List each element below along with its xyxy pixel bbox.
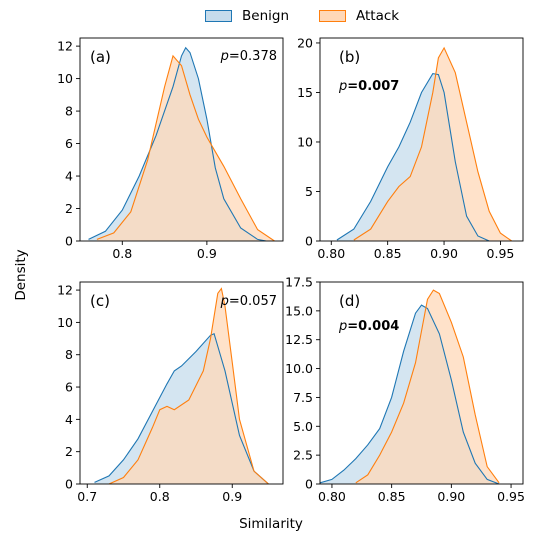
density-line-attack [355,289,500,484]
panel-2: 0.7 0.8 0.9 0 2 4 6 8 10 12 (c) p=0.057 [57,281,284,504]
y-tick-label: 2 [65,201,73,216]
y-tick-label: 0 [305,477,313,492]
y-tick-label: 5 [305,184,313,199]
legend-swatch-attack [319,10,346,22]
y-tick-label: 4 [65,412,73,427]
y-tick-label: 0 [65,477,73,492]
x-tick-label: 0.80 [318,489,346,504]
panel-label: (d) [339,292,360,310]
x-tick-label: 0.90 [437,489,465,504]
density-line-attack [96,54,275,241]
density-line-attack [353,46,513,241]
panel-label: (b) [339,48,360,66]
x-tick-label: 0.95 [497,489,525,504]
y-tick-label: 4 [65,169,73,184]
density-line-benign [94,332,269,484]
y-tick-label: 7.5 [293,390,313,405]
y-tick-label: 10.0 [285,361,313,376]
x-axis-label: Similarity [239,516,303,532]
y-tick-label: 5.0 [293,419,313,434]
axes-frame [79,281,284,485]
density-line-benign [320,304,500,484]
legend-label-attack: Attack [356,8,400,24]
legend-item-benign: Benign [205,6,289,26]
y-tick-label: 10 [297,134,313,149]
x-tick-label: 0.85 [374,246,402,261]
y-tick-label: 10 [57,71,73,86]
y-tick-label: 17.5 [285,275,313,290]
density-area-attack [355,290,500,484]
p-value: p=0.378 [220,49,277,64]
y-tick-label: 0 [305,234,313,249]
density-area-attack [96,55,275,241]
density-line-benign [336,72,490,241]
y-tick-label: 8 [65,104,73,119]
p-value: p=0.004 [338,319,399,334]
y-tick-label: 10 [57,315,73,330]
x-tick-label: 0.9 [222,489,242,504]
p-value: p=0.057 [220,294,277,309]
legend: Benign Attack [0,6,542,28]
legend-swatch-benign [205,10,232,22]
x-tick-label: 0.7 [77,489,97,504]
y-tick-label: 8 [65,347,73,362]
panel-1: 0.80 0.85 0.90 0.95 0 5 10 15 20 (b) p=0.007 [297,35,524,261]
x-tick-label: 0.85 [378,489,406,504]
panel-3: 0.80 0.85 0.90 0.95 0 2.5 5.0 7.5 10.0 12.5 15.0 17… [285,275,525,505]
x-tick-label: 0.8 [150,489,170,504]
panel-0: 0.8 0.9 0 2 4 6 8 10 12 (a) p=0.378 [57,37,284,261]
y-tick-label: 20 [297,35,313,50]
y-tick-label: 6 [65,380,73,395]
y-tick-label: 15 [297,85,313,100]
y-tick-label: 12 [57,283,73,298]
x-tick-label: 0.90 [430,246,458,261]
y-tick-label: 0 [65,234,73,249]
y-tick-label: 2.5 [293,448,313,463]
x-tick-label: 0.80 [317,246,345,261]
density-line-attack [108,287,269,484]
y-tick-label: 12.5 [285,332,313,347]
y-tick-label: 6 [65,136,73,151]
p-value: p=0.007 [338,79,399,94]
axes-frame [319,37,524,242]
y-tick-label: 12 [57,39,73,54]
axes-frame [79,37,284,242]
legend-item-attack: Attack [319,6,399,26]
x-tick-label: 0.9 [197,246,217,261]
y-tick-label: 15.0 [285,303,313,318]
panel-label: (a) [90,48,111,66]
y-tick-label: 2 [65,444,73,459]
axes-frame [319,281,524,485]
density-area-attack [353,47,512,241]
density-line-benign [88,46,267,241]
panel-label: (c) [90,292,110,310]
legend-label-benign: Benign [242,8,289,24]
x-tick-label: 0.95 [487,246,515,261]
x-tick-label: 0.8 [112,246,132,261]
